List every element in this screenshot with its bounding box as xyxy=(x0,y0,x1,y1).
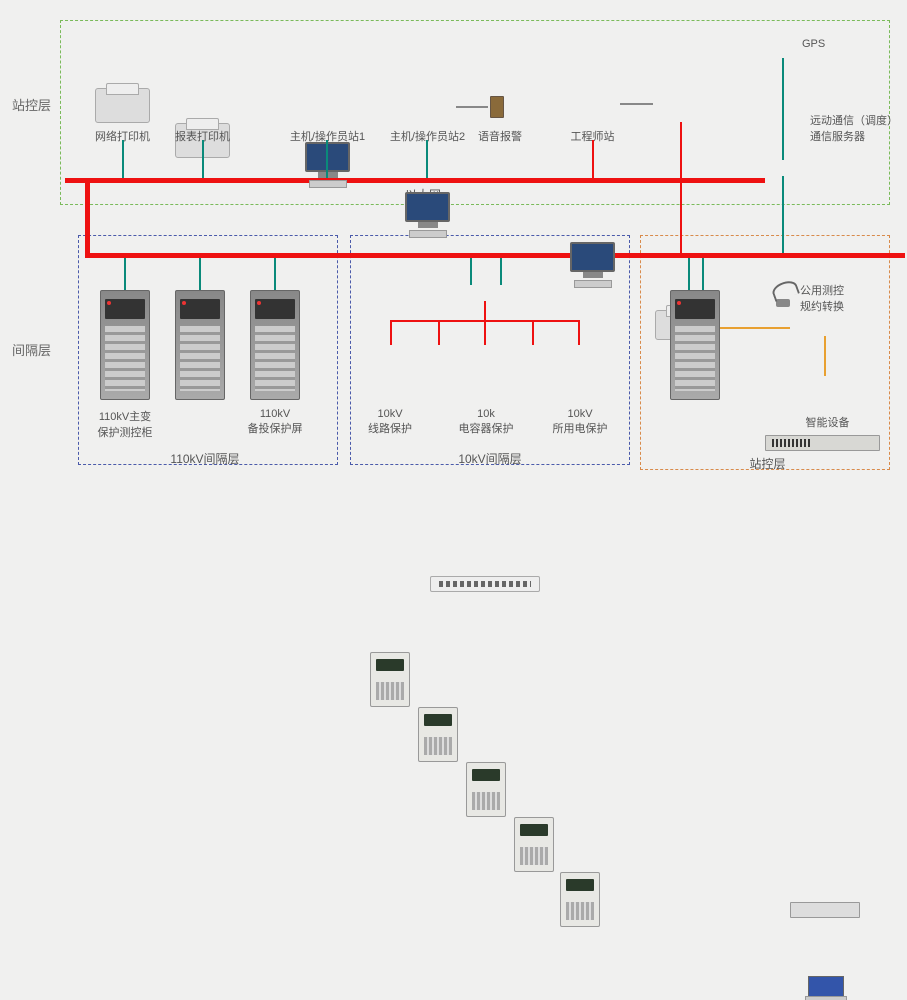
cab1-label: 110kV主变 保护测控柜 xyxy=(90,408,160,440)
conn-cab2 xyxy=(199,258,201,290)
conn-ws1 xyxy=(326,140,328,178)
conn-comm xyxy=(782,176,784,253)
smart-device xyxy=(805,976,845,1000)
conn-sw-d xyxy=(484,301,486,321)
speaker-alarm xyxy=(490,96,504,118)
relay-4 xyxy=(514,817,554,872)
conn-eng xyxy=(592,140,594,178)
ethernet-bus-2 xyxy=(85,253,905,258)
conn-sw-up2 xyxy=(500,258,502,285)
conn-alarm xyxy=(456,106,488,108)
conn-ws2 xyxy=(426,140,428,178)
comm-label: 远动通信（调度） 通信服务器 xyxy=(810,112,905,144)
left-group-title: 110kV间隔层 xyxy=(160,450,250,467)
relay-1 xyxy=(370,652,410,707)
relay5-label: 10kV 所用电保护 xyxy=(550,408,610,436)
conn-cabr2 xyxy=(702,258,704,290)
cabinet-1 xyxy=(100,290,150,400)
engineer-station xyxy=(565,242,620,292)
converter-box xyxy=(790,902,860,918)
printer-network xyxy=(95,88,150,123)
comm-server xyxy=(765,435,880,451)
cabinet-right xyxy=(670,290,720,400)
conn-r5-v xyxy=(578,320,580,345)
switch-10kv xyxy=(430,576,540,592)
conn-r4-v xyxy=(532,320,534,345)
cab2-label: 110kV 备投保护屏 xyxy=(240,408,310,436)
conn-cab1 xyxy=(124,258,126,290)
conn-r2-v xyxy=(438,320,440,345)
relay3-label: 10k 电容器保护 xyxy=(456,408,516,436)
bay-layer-label: 间隔层 xyxy=(12,340,51,359)
conn-eng-printer xyxy=(620,103,653,105)
gps-label: GPS xyxy=(802,38,825,50)
alarm-label: 语音报警 xyxy=(475,128,525,144)
cabinet-2 xyxy=(175,290,225,400)
cabinet-3 xyxy=(250,290,300,400)
conn-eng-long xyxy=(680,122,682,253)
gps-icon xyxy=(768,282,798,307)
conn-conv-h xyxy=(720,327,790,329)
relay1-label: 10kV 线路保护 xyxy=(362,408,418,436)
conv-label: 公用测控 规约转换 xyxy=(800,282,870,314)
ethernet-link-v xyxy=(85,178,90,258)
conn-r3-v xyxy=(484,320,486,345)
conn-r1-v xyxy=(390,320,392,345)
conn-cabr1 xyxy=(688,258,690,290)
mid-group-title: 10kV间隔层 xyxy=(450,450,530,467)
ethernet-bus-1 xyxy=(65,178,765,183)
smart-label: 智能设备 xyxy=(800,414,855,430)
right-group-title: 站控层 xyxy=(740,455,795,472)
conn-conv-v xyxy=(824,336,826,376)
conn-cab3 xyxy=(274,258,276,290)
relay-3 xyxy=(466,762,506,817)
conn-printer2 xyxy=(202,140,204,178)
conn-sw-up1 xyxy=(470,258,472,285)
station-layer-label: 站控层 xyxy=(12,95,51,114)
relay-5 xyxy=(560,872,600,927)
conn-printer1 xyxy=(122,140,124,178)
conn-gps xyxy=(782,58,784,160)
workstation-2 xyxy=(400,192,455,242)
relay-2 xyxy=(418,707,458,762)
